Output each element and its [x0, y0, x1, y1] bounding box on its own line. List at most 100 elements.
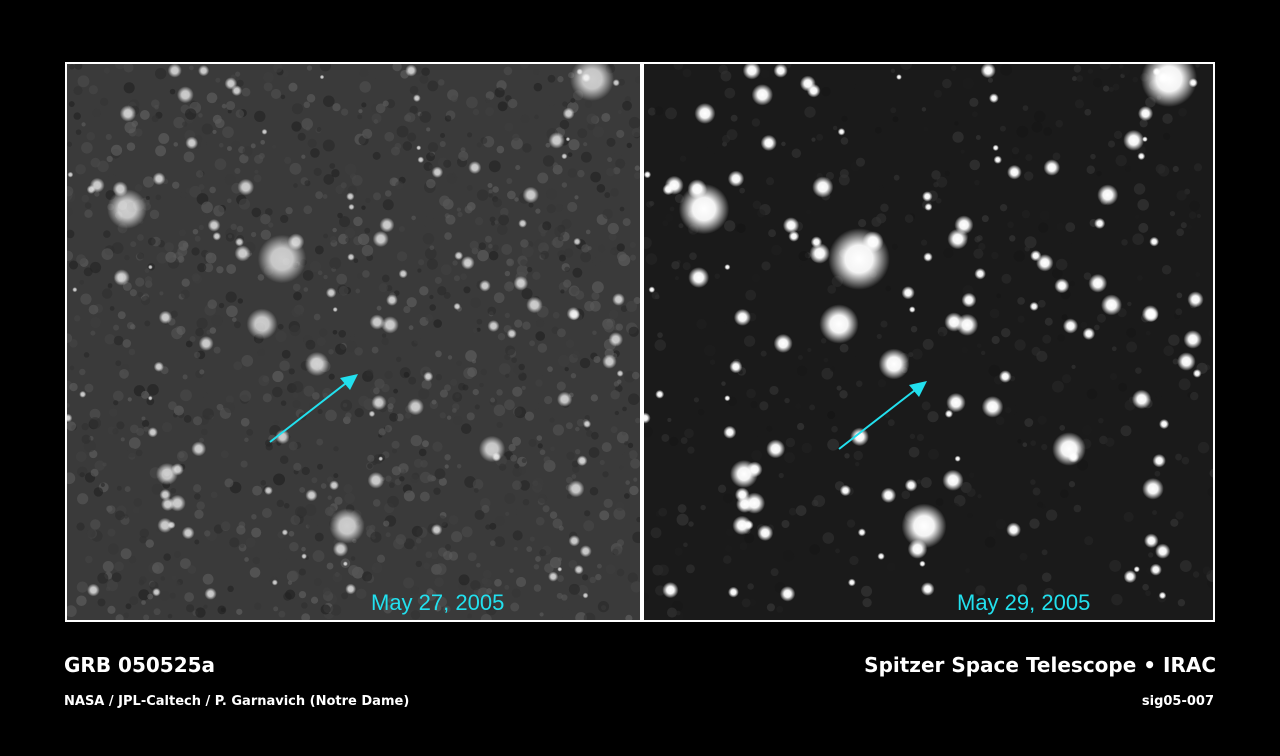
background-noise — [705, 146, 716, 157]
background-noise — [884, 413, 890, 419]
background-noise — [169, 592, 176, 599]
background-noise — [403, 577, 415, 589]
background-noise — [169, 88, 176, 95]
star — [158, 310, 173, 325]
background-noise — [1039, 210, 1050, 221]
background-noise — [301, 602, 308, 609]
background-noise — [301, 118, 313, 130]
background-noise — [514, 406, 527, 419]
star — [612, 79, 620, 87]
background-noise — [630, 458, 640, 469]
background-noise — [515, 576, 527, 588]
background-noise — [250, 143, 256, 149]
background-noise — [911, 348, 923, 360]
star — [234, 237, 244, 247]
background-noise — [465, 350, 477, 362]
background-noise — [518, 363, 525, 371]
background-noise — [510, 454, 518, 462]
background-noise — [159, 590, 170, 601]
background-noise — [1019, 552, 1028, 561]
star — [723, 425, 737, 439]
star — [583, 420, 592, 429]
background-noise — [263, 82, 273, 92]
background-noise — [81, 122, 86, 127]
background-noise — [221, 103, 227, 109]
background-noise — [90, 317, 102, 329]
background-noise — [160, 576, 166, 581]
background-noise — [669, 436, 679, 446]
star — [548, 132, 565, 149]
background-noise — [194, 493, 201, 500]
background-noise — [634, 76, 640, 84]
background-noise — [476, 142, 482, 148]
background-noise — [326, 562, 334, 570]
star — [398, 269, 408, 279]
background-noise — [141, 390, 150, 399]
background-noise — [606, 137, 616, 147]
background-noise — [514, 463, 520, 469]
background-noise — [480, 137, 488, 144]
star — [732, 515, 752, 536]
background-noise — [291, 103, 303, 115]
background-noise — [581, 244, 590, 253]
background-noise — [644, 103, 648, 111]
background-noise — [574, 448, 581, 455]
background-noise — [111, 572, 122, 583]
background-noise — [1021, 209, 1031, 219]
background-noise — [1042, 334, 1052, 344]
background-noise — [481, 504, 490, 514]
background-noise — [534, 114, 539, 120]
background-noise — [395, 181, 404, 190]
background-noise — [155, 145, 167, 157]
background-noise — [788, 507, 797, 516]
background-noise — [203, 604, 208, 609]
background-noise — [319, 64, 331, 72]
background-noise — [756, 435, 762, 441]
star — [346, 192, 355, 201]
background-noise — [619, 206, 625, 212]
star — [561, 153, 568, 160]
background-noise — [218, 142, 224, 148]
background-noise — [343, 484, 353, 494]
background-noise — [589, 486, 599, 496]
star — [87, 583, 100, 597]
star — [368, 410, 376, 418]
background-noise — [487, 183, 493, 188]
background-noise — [252, 485, 262, 496]
background-noise — [272, 386, 283, 398]
star — [809, 243, 830, 264]
background-noise — [746, 388, 756, 399]
background-noise — [463, 286, 471, 294]
background-noise — [480, 368, 488, 376]
background-noise — [1192, 571, 1200, 578]
background-noise — [791, 148, 802, 159]
background-noise — [362, 571, 373, 582]
star — [416, 145, 422, 151]
background-noise — [185, 340, 193, 348]
background-noise — [1077, 459, 1089, 471]
background-noise — [153, 608, 161, 616]
background-noise — [1189, 200, 1200, 212]
background-noise — [1076, 75, 1084, 82]
background-noise — [67, 207, 73, 217]
background-noise — [520, 64, 529, 69]
background-noise — [1187, 224, 1193, 230]
background-noise — [557, 557, 562, 562]
background-noise — [549, 511, 558, 519]
background-noise — [231, 140, 241, 150]
background-noise — [974, 179, 980, 186]
background-noise — [448, 551, 459, 561]
star — [812, 176, 834, 198]
star — [347, 253, 355, 261]
background-noise — [827, 284, 837, 294]
background-noise — [429, 245, 435, 251]
background-noise — [419, 491, 430, 502]
background-noise — [353, 216, 363, 227]
star — [1142, 477, 1164, 500]
background-noise — [1071, 364, 1076, 370]
background-noise — [557, 354, 570, 367]
background-noise — [427, 80, 439, 92]
background-noise — [505, 373, 510, 378]
background-noise — [466, 96, 478, 109]
background-noise — [436, 515, 448, 527]
